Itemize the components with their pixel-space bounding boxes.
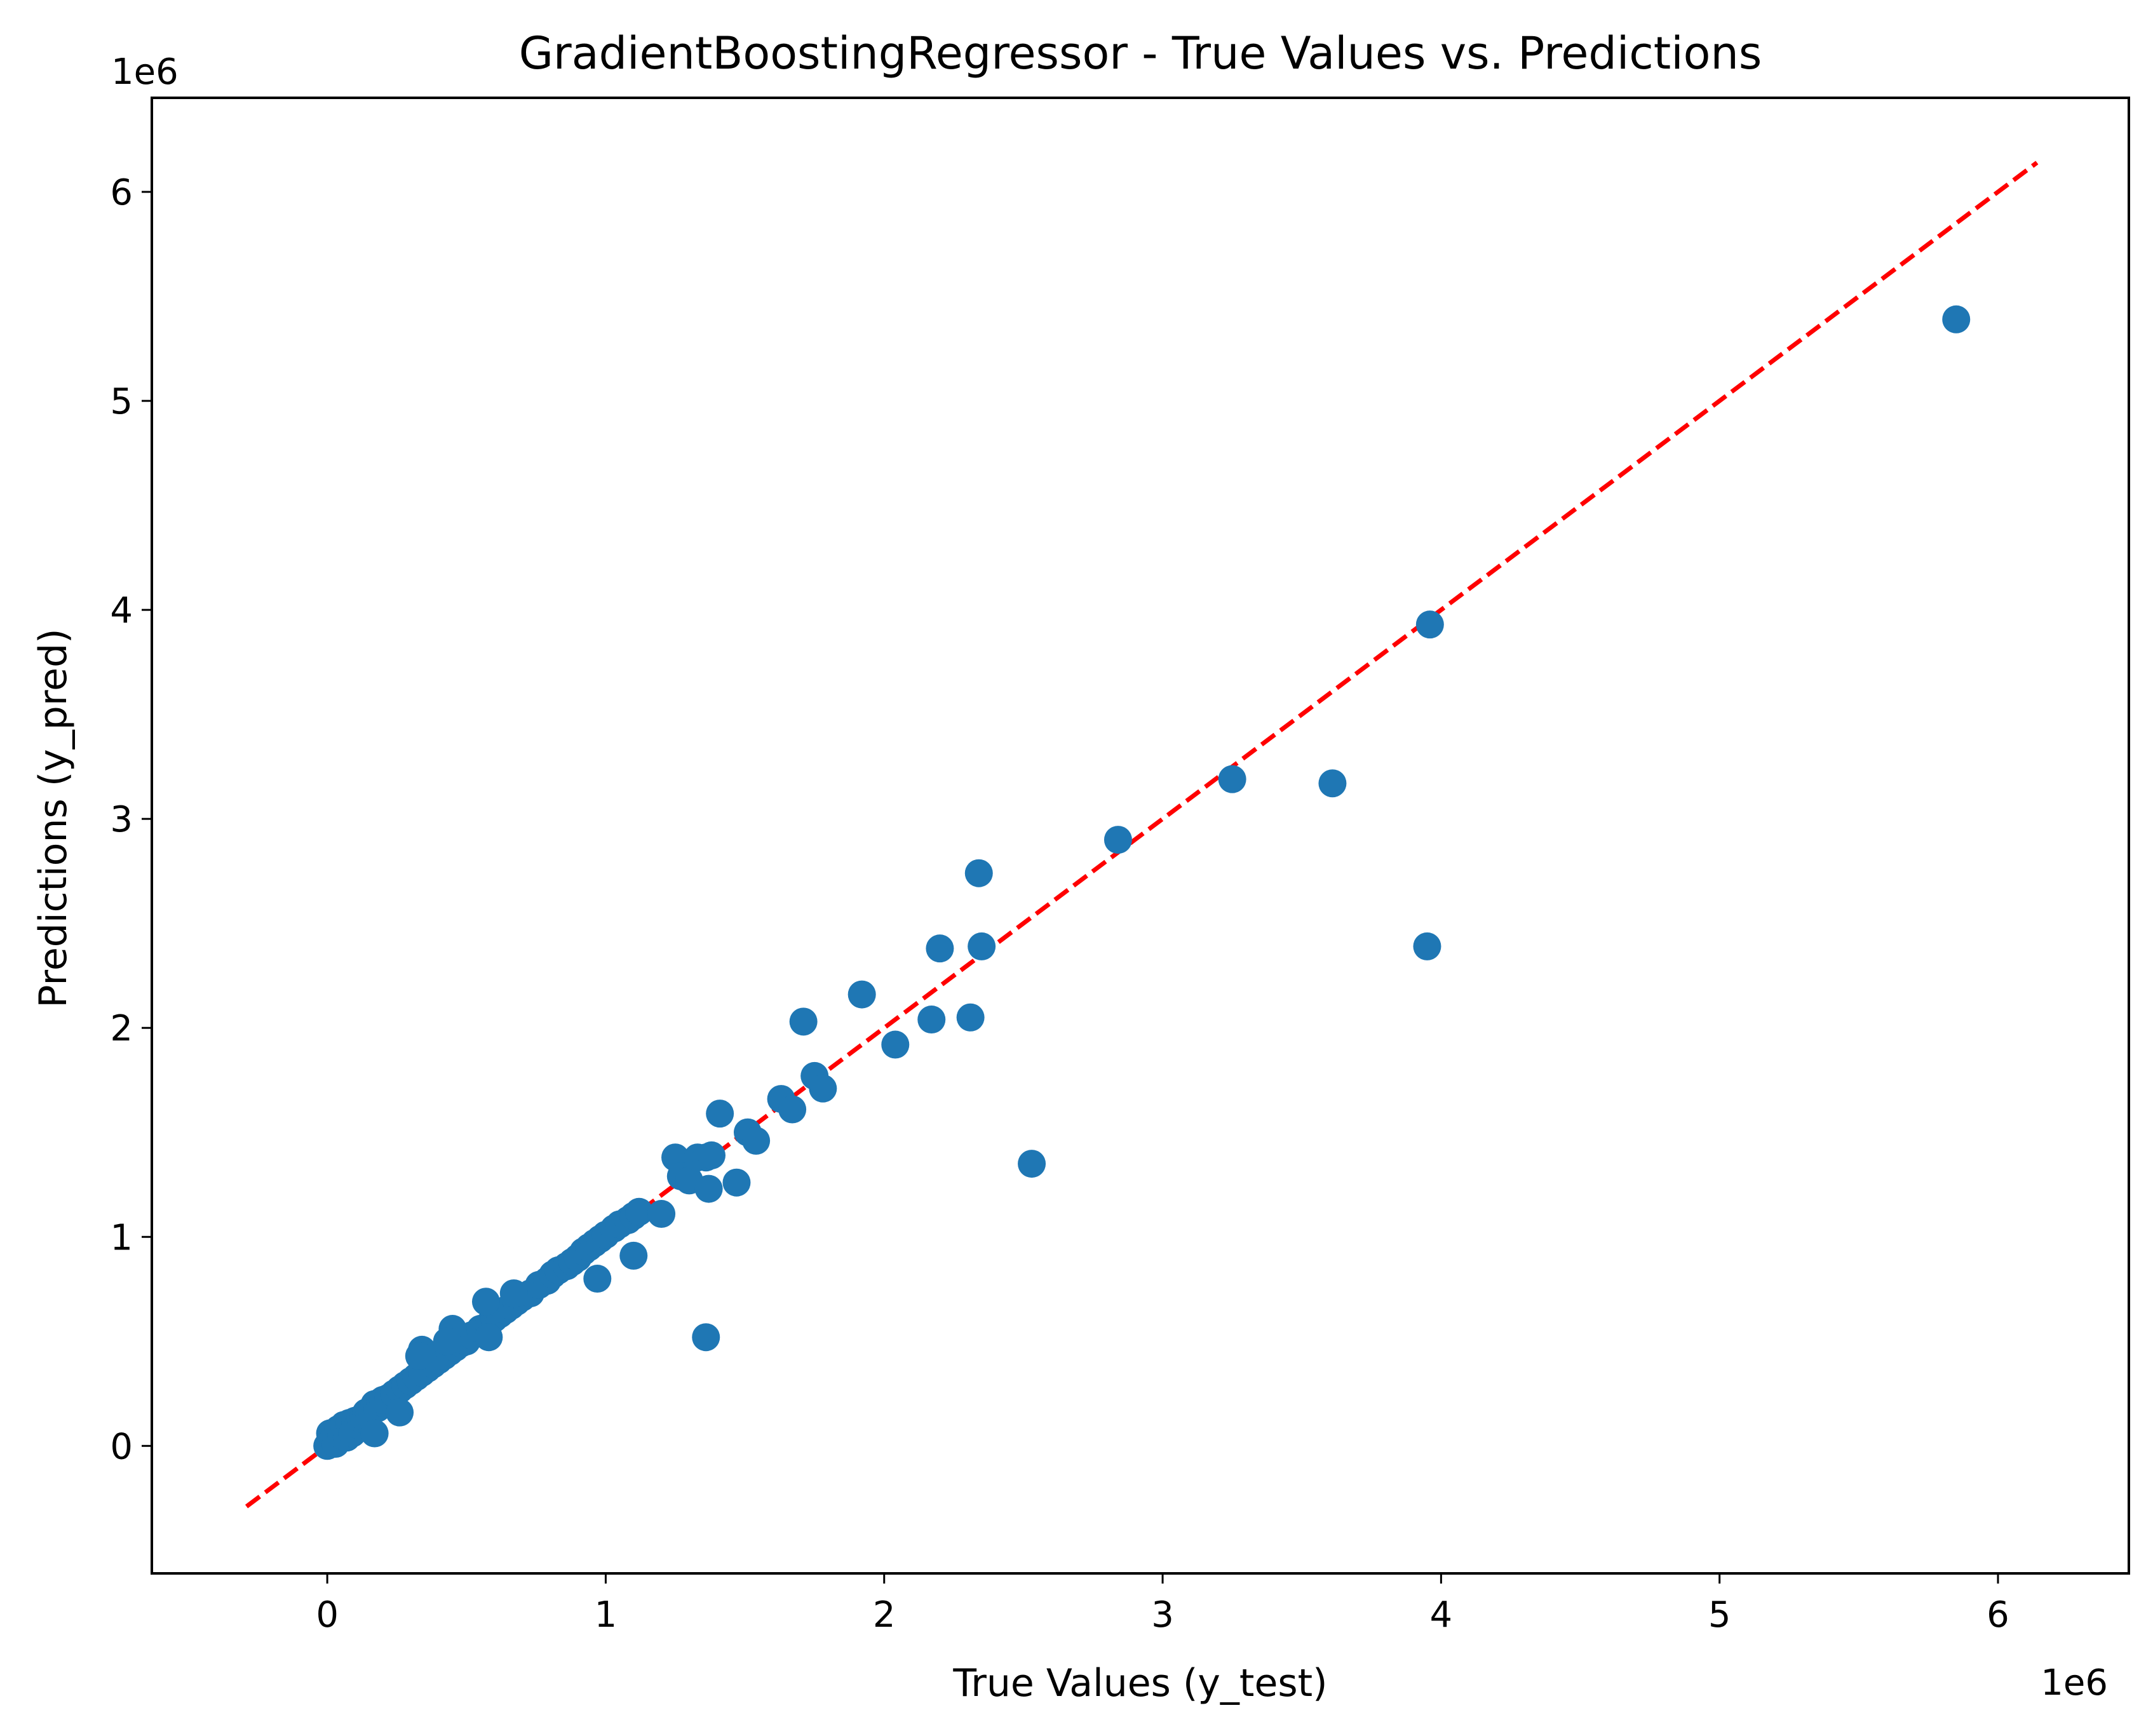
data-point (386, 1398, 414, 1427)
data-point (583, 1265, 612, 1293)
data-point (968, 932, 996, 960)
data-point (706, 1100, 734, 1128)
data-point (778, 1095, 807, 1124)
x-offset-label: 1e6 (2041, 1662, 2108, 1704)
data-point (471, 1288, 500, 1316)
data-point (1103, 826, 1132, 854)
x-axis-label: True Values (y_test) (952, 1661, 1327, 1706)
y-tick-label: 5 (110, 381, 133, 422)
data-point (917, 1006, 946, 1034)
data-point (433, 1327, 461, 1356)
data-point (360, 1419, 389, 1448)
data-point (692, 1323, 720, 1352)
data-point (698, 1141, 726, 1169)
data-point (405, 1342, 433, 1370)
y-offset-label: 1e6 (111, 51, 179, 93)
data-point (694, 1174, 723, 1203)
data-point (1415, 610, 1444, 639)
data-point (847, 980, 876, 1009)
data-point (1218, 765, 1246, 793)
data-point (1413, 932, 1441, 960)
y-tick-label: 0 (110, 1426, 133, 1467)
data-point (499, 1279, 528, 1308)
x-tick-label: 2 (873, 1594, 896, 1636)
data-point (647, 1200, 676, 1228)
data-point (1318, 769, 1347, 798)
data-point (1942, 305, 1971, 333)
data-point (789, 1007, 818, 1036)
y-axis-ticks: 0 1 2 3 4 5 6 (110, 172, 152, 1467)
x-tick-label: 0 (316, 1594, 339, 1636)
x-tick-label: 6 (1987, 1594, 2009, 1636)
data-point (1018, 1150, 1046, 1178)
chart-title: GradientBoostingRegressor - True Values … (519, 27, 1762, 79)
scatter-points (313, 305, 1971, 1460)
data-point (881, 1030, 910, 1059)
x-tick-label: 3 (1151, 1594, 1174, 1636)
data-point (722, 1168, 751, 1197)
data-point (956, 1003, 985, 1032)
data-point (475, 1323, 503, 1352)
data-point (926, 934, 954, 963)
data-point (809, 1074, 837, 1103)
y-tick-label: 3 (110, 799, 133, 840)
x-axis-ticks: 0 1 2 3 4 5 6 (316, 1573, 2009, 1636)
data-point (625, 1197, 654, 1226)
y-tick-label: 6 (110, 172, 133, 213)
plot-frame (151, 97, 2130, 1575)
y-tick-label: 1 (110, 1217, 133, 1258)
y-tick-label: 4 (110, 590, 133, 631)
y-tick-label: 2 (110, 1008, 133, 1049)
data-point (742, 1126, 771, 1155)
data-point (964, 859, 993, 887)
reference-line-group (245, 161, 2039, 1509)
y-axis-label: Predictions (y_pred) (31, 628, 76, 1007)
data-point (619, 1241, 648, 1270)
x-tick-label: 5 (1708, 1594, 1731, 1636)
x-tick-label: 4 (1430, 1594, 1453, 1636)
reference-line (245, 161, 2039, 1509)
x-tick-label: 1 (595, 1594, 618, 1636)
